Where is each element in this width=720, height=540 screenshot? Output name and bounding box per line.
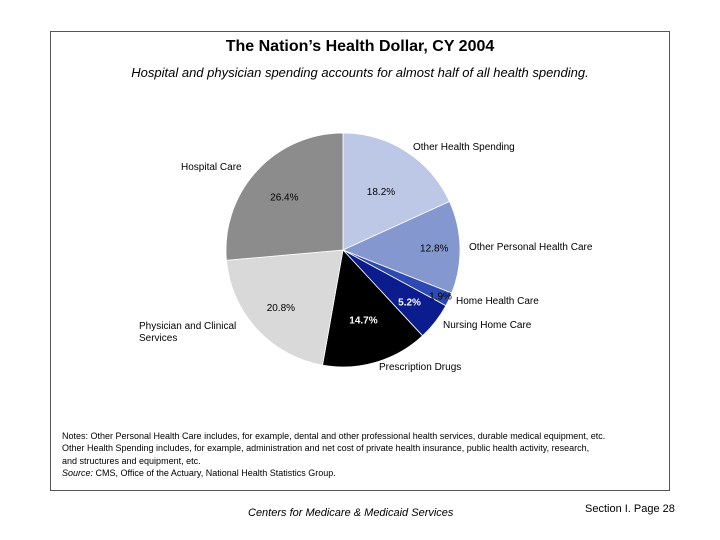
pie-percent-home-health-care: 1.9% — [429, 292, 452, 303]
label-hospital-care: Hospital Care — [181, 162, 242, 173]
label-physician-line2: Services — [139, 333, 177, 344]
footer-organization: Centers for Medicare & Medicaid Services — [248, 507, 454, 519]
pie-slice-other-health-spending — [342, 132, 451, 251]
pie-percent-physician-and-clinical-services: 20.8% — [267, 303, 295, 314]
pie-slice-physician-and-clinical-services — [226, 249, 344, 366]
slide-frame — [50, 31, 670, 491]
source-label: Source: — [62, 467, 94, 478]
label-prescription-drugs: Prescription Drugs — [379, 362, 461, 373]
pie-percent-nursing-home-care: 5.2% — [398, 298, 421, 309]
notes-block: Notes: Other Personal Health Care includ… — [62, 430, 662, 479]
pie-slices — [225, 132, 461, 368]
notes-source: Source: CMS, Office of the Actuary, Nati… — [62, 467, 662, 479]
pie-percent-hospital-care: 26.4% — [270, 192, 298, 203]
pie-slice-prescription-drugs — [322, 249, 424, 368]
label-home-health-care: Home Health Care — [456, 296, 539, 307]
label-other-health-spending: Other Health Spending — [413, 142, 515, 153]
notes-line3: and structures and equipment, etc. — [62, 455, 201, 466]
label-other-personal-health-care: Other Personal Health Care — [469, 242, 593, 253]
category-labels: Other Health Spending Other Personal Hea… — [139, 142, 593, 373]
pie-percent-labels: 18.2% 12.8% 1.9% 5.2% 14.7% 20.8% 26.4% — [267, 187, 452, 327]
notes-line2: Other Health Spending includes, for exam… — [62, 443, 590, 454]
chart-subtitle: Hospital and physician spending accounts… — [131, 65, 589, 80]
label-physician-line1: Physician and Clinical — [139, 321, 236, 332]
notes-line1: Notes: Other Personal Health Care includ… — [62, 431, 606, 441]
page-number: Section I. Page 28 — [585, 503, 675, 515]
chart-title: The Nation’s Health Dollar, CY 2004 — [225, 38, 495, 55]
pie-percent-other-health-spending: 18.2% — [367, 187, 395, 198]
pie-percent-other-personal-health-care: 12.8% — [420, 244, 448, 255]
label-nursing-home-care: Nursing Home Care — [443, 320, 532, 331]
pie-slice-hospital-care — [225, 132, 344, 261]
pie-slice-other-personal-health-care — [341, 200, 461, 294]
source-text: CMS, Office of the Actuary, National Hea… — [93, 467, 336, 478]
pie-percent-prescription-drugs: 14.7% — [349, 316, 377, 327]
